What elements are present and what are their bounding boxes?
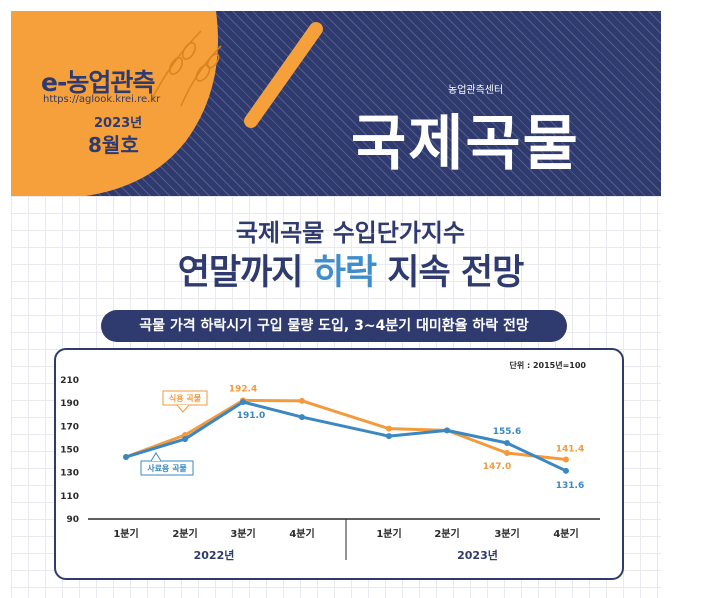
data-point	[563, 456, 569, 463]
data-label: 192.4	[229, 384, 257, 394]
grain-illustration-icon	[150, 30, 222, 107]
data-point	[504, 449, 510, 456]
headline-part-2: 지속 전망	[376, 253, 524, 293]
series-line	[125, 400, 567, 473]
y-tick-label: 150	[60, 446, 79, 456]
main-title: 국제곡물	[351, 109, 580, 179]
center-name: 농업관측센터	[448, 85, 504, 96]
data-point	[504, 440, 510, 447]
x-tick-label: 3분기	[494, 527, 519, 540]
series-line	[125, 398, 567, 461]
x-tick-label: 4분기	[289, 527, 314, 540]
x-tick-label: 2분기	[172, 527, 197, 540]
header-banner: e-농업관측 https://aglook.krei.re.kr 2023년 8…	[11, 11, 661, 196]
header-orange-shape	[11, 11, 323, 196]
year-group-label: 2022년	[194, 548, 235, 562]
data-point	[182, 436, 188, 443]
y-tick-label: 130	[60, 469, 79, 479]
headline-highlight: 하락	[313, 253, 377, 293]
y-tick-label: 90	[66, 515, 79, 525]
data-label: 131.6	[556, 481, 584, 491]
x-tick-label: 4분기	[553, 527, 578, 540]
logo-url: https://aglook.krei.re.kr	[43, 94, 161, 105]
data-point	[123, 454, 129, 461]
data-label: 191.0	[237, 411, 265, 421]
legend-label: 식용 곡물	[169, 393, 202, 403]
data-point	[444, 427, 450, 434]
headline-title: 연말까지 하락 지속 전망	[0, 244, 701, 295]
issue-year: 2023년	[94, 116, 143, 131]
x-tick-label: 2분기	[434, 527, 459, 540]
data-point	[299, 397, 305, 404]
summary-banner: 곡물 가격 하락시기 구입 물량 도입, 3~4분기 대미환율 하락 전망	[101, 310, 567, 342]
x-tick-label: 3분기	[230, 527, 255, 540]
data-point	[563, 467, 569, 474]
data-point	[299, 414, 305, 421]
y-tick-label: 210	[60, 376, 79, 386]
data-point	[386, 425, 392, 432]
unit-label: 단위 : 2015년=100	[509, 360, 586, 370]
y-tick-label: 190	[60, 399, 79, 409]
data-label: 147.0	[483, 462, 511, 472]
year-group-label: 2023년	[457, 548, 498, 562]
x-tick-label: 1분기	[113, 527, 138, 540]
issue-month: 8월호	[88, 133, 139, 157]
data-label: 155.6	[493, 427, 521, 437]
y-tick-label: 110	[60, 492, 79, 502]
legend-pointer	[176, 404, 190, 413]
legend-box	[140, 460, 194, 476]
headline-part-1: 연말까지	[177, 253, 314, 293]
data-label: 141.4	[556, 444, 584, 454]
legend-pointer	[150, 452, 162, 462]
data-point	[386, 433, 392, 440]
data-point	[240, 399, 246, 406]
logo-title: e-농업관측	[41, 68, 155, 97]
y-tick-label: 170	[60, 422, 79, 432]
x-tick-label: 1분기	[376, 527, 401, 540]
legend-label: 사료용 곡물	[147, 463, 187, 473]
headline-subtitle: 국제곡물 수입단가지수	[235, 219, 466, 247]
